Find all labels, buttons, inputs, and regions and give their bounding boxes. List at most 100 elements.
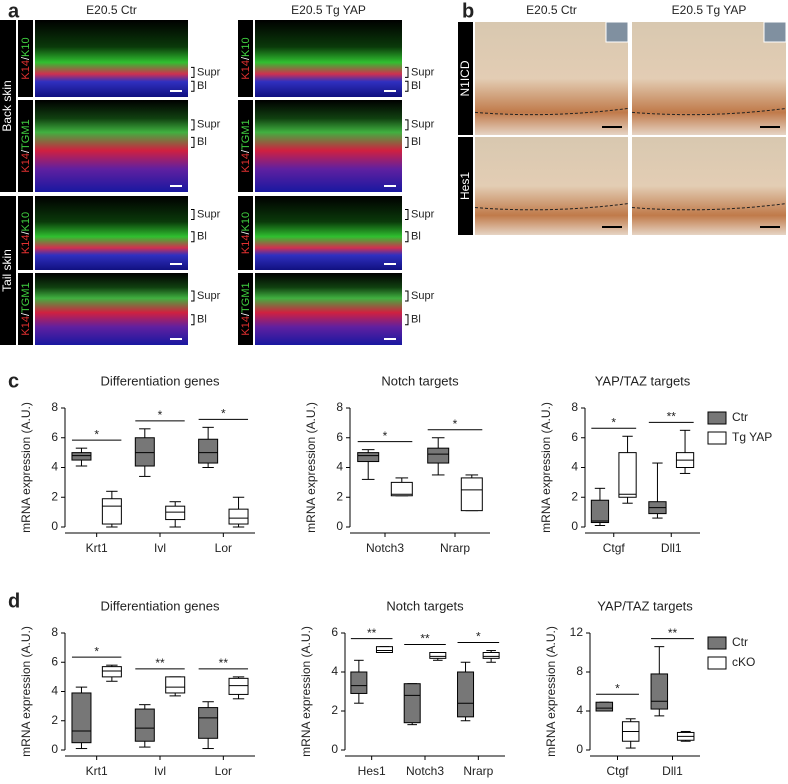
x-tick-label: Lor: [215, 764, 232, 778]
layer-label: Bl: [411, 314, 421, 326]
stain-part: K10: [20, 212, 32, 232]
box: [357, 452, 380, 463]
significance: **: [420, 632, 430, 646]
stain-part: K14: [20, 316, 32, 336]
basement-line: [474, 107, 629, 116]
chart-title: Notch targets: [381, 373, 459, 388]
y-tick-label: 4: [336, 460, 343, 474]
significance: *: [476, 630, 481, 644]
box: [375, 646, 393, 654]
box: [650, 673, 669, 710]
stain-label: K14/K10: [240, 212, 252, 254]
micrograph: [35, 20, 188, 97]
y-axis-label: mRNA expression (A.U.): [299, 626, 313, 757]
y-tick-label: 2: [51, 713, 58, 727]
stain-strip: [238, 20, 253, 97]
bracket: [191, 119, 195, 131]
box: [165, 676, 186, 694]
stain-part: /: [20, 56, 32, 60]
x-tick-label: Ctgf: [603, 541, 626, 555]
layer-label: Supr: [197, 119, 221, 131]
y-tick-label: 8: [576, 664, 583, 678]
stain-part: /: [240, 231, 252, 235]
inset: [763, 21, 787, 43]
stain-strip: [238, 100, 253, 192]
significance: *: [453, 417, 458, 431]
y-tick-label: 8: [51, 625, 58, 639]
box: [618, 452, 637, 498]
chart-title: Differentiation genes: [100, 373, 220, 388]
row-strip: [458, 22, 473, 135]
micrograph: [255, 273, 402, 345]
box: [460, 477, 483, 512]
layer-label: Bl: [411, 136, 421, 148]
box: [457, 671, 475, 718]
legend-label: Ctr: [732, 410, 748, 424]
y-tick-label: 0: [51, 519, 58, 533]
stain-strip: [18, 196, 33, 270]
box: [198, 707, 219, 739]
legend-label: Tg YAP: [732, 430, 772, 444]
box: [134, 708, 155, 742]
region-label: Tail skin: [0, 249, 14, 292]
stain-part: /: [240, 149, 252, 153]
y-tick-label: 6: [331, 625, 338, 639]
y-tick-label: 12: [570, 625, 584, 639]
y-tick-label: 2: [331, 703, 338, 717]
stain-part: K14: [240, 60, 252, 80]
stain-strip: [18, 273, 33, 345]
row-strip: [458, 137, 473, 235]
box: [101, 666, 122, 678]
y-axis-label: mRNA expression (A.U.): [19, 402, 33, 533]
bracket: [405, 80, 409, 92]
layer-label: Supr: [411, 290, 435, 302]
stain-part: TGM1: [20, 282, 32, 313]
micrograph: [35, 196, 188, 270]
box: [350, 671, 368, 694]
y-axis-label: mRNA expression (A.U.): [304, 402, 318, 533]
significance: **: [668, 626, 678, 640]
stain-part: K14: [240, 235, 252, 255]
stain-label: K14/TGM1: [240, 119, 252, 172]
y-tick-label: 0: [576, 742, 583, 756]
stain-part: K14: [240, 316, 252, 336]
significance: **: [155, 656, 165, 670]
box: [101, 498, 122, 525]
stain-part: K14: [20, 60, 32, 80]
x-tick-label: Nrarp: [440, 541, 470, 555]
x-tick-label: Notch3: [406, 764, 444, 778]
box: [198, 438, 219, 464]
significance: *: [615, 681, 620, 695]
micrograph: [255, 100, 402, 192]
stain-part: K10: [240, 37, 252, 57]
stain-strip: [238, 273, 253, 345]
y-axis-label: mRNA expression (A.U.): [19, 626, 33, 757]
y-tick-label: 4: [576, 703, 583, 717]
stain-part: /: [240, 56, 252, 60]
y-tick-label: 0: [51, 742, 58, 756]
x-tick-label: Dll1: [662, 764, 683, 778]
column-label: E20.5 Tg YAP: [291, 3, 366, 17]
significance: *: [383, 429, 388, 443]
chart-title: Notch targets: [386, 598, 464, 613]
bracket: [191, 314, 195, 326]
stain-part: K10: [240, 212, 252, 232]
box: [427, 447, 450, 464]
panel-label: c: [8, 370, 19, 392]
legend-swatch: [707, 431, 727, 445]
micrograph: [255, 20, 402, 97]
chart-title: YAP/TAZ targets: [597, 598, 693, 613]
legend-swatch: [707, 411, 727, 425]
y-tick-label: 0: [336, 519, 343, 533]
significance: **: [219, 656, 229, 670]
micrograph: [632, 22, 786, 135]
x-tick-label: Hes1: [358, 764, 386, 778]
basement-line: [631, 203, 787, 211]
x-tick-label: Krt1: [86, 541, 108, 555]
stain-part: K10: [20, 37, 32, 57]
y-axis-label: mRNA expression (A.U.): [539, 402, 553, 533]
box: [71, 692, 92, 744]
panel-label: d: [8, 590, 20, 612]
y-tick-label: 2: [571, 489, 578, 503]
y-tick-label: 2: [336, 489, 343, 503]
